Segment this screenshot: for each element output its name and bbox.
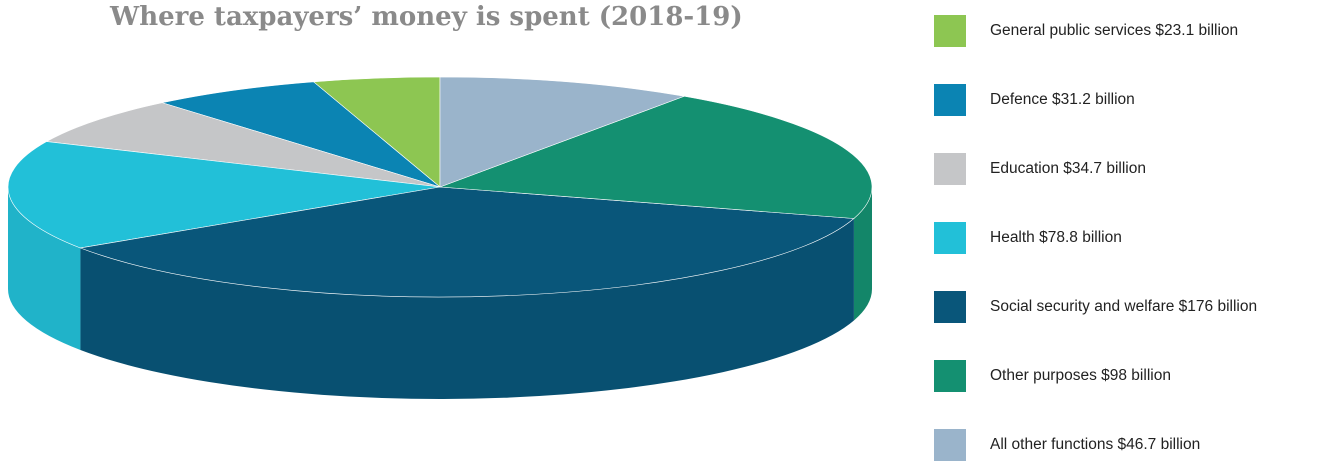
legend-label: Social security and welfare $176 billion bbox=[990, 298, 1258, 315]
legend-label: Health $78.8 billion bbox=[990, 229, 1122, 246]
legend-item: Health $78.8 billion bbox=[934, 222, 1122, 254]
legend-label: Education $34.7 billion bbox=[990, 160, 1146, 177]
legend-swatch bbox=[934, 360, 966, 392]
legend-item: Defence $31.2 billion bbox=[934, 84, 1135, 116]
legend-label: General public services $23.1 billion bbox=[990, 22, 1239, 39]
pie-slice-6 bbox=[439, 76, 686, 188]
legend-swatch bbox=[934, 222, 966, 254]
pie-slice-1 bbox=[162, 81, 441, 188]
pie-side-4 bbox=[80, 218, 854, 399]
chart-title: Where taxpayers’ money is spent (2018-19… bbox=[110, 2, 743, 32]
pie-slice-4 bbox=[79, 186, 855, 298]
legend-item: Education $34.7 billion bbox=[934, 153, 1146, 185]
legend-swatch bbox=[934, 429, 966, 461]
legend-swatch bbox=[934, 153, 966, 185]
pie-slice-3 bbox=[7, 141, 441, 249]
pie-slice-2 bbox=[45, 102, 441, 188]
pie-slice-5 bbox=[439, 95, 873, 219]
legend-swatch bbox=[934, 84, 966, 116]
legend-label: Other purposes $98 billion bbox=[990, 367, 1171, 384]
pie-side-5 bbox=[853, 187, 872, 321]
legend-swatch bbox=[934, 291, 966, 323]
legend-item: Social security and welfare $176 billion bbox=[934, 291, 1257, 323]
legend-swatch bbox=[934, 15, 966, 47]
legend-item: General public services $23.1 billion bbox=[934, 15, 1238, 47]
pie-side-3 bbox=[8, 187, 81, 350]
legend-label: Defence $31.2 billion bbox=[990, 91, 1135, 108]
legend-item: Other purposes $98 billion bbox=[934, 360, 1171, 392]
legend-item: All other functions $46.7 billion bbox=[934, 429, 1200, 461]
legend-label: All other functions $46.7 billion bbox=[990, 436, 1201, 453]
